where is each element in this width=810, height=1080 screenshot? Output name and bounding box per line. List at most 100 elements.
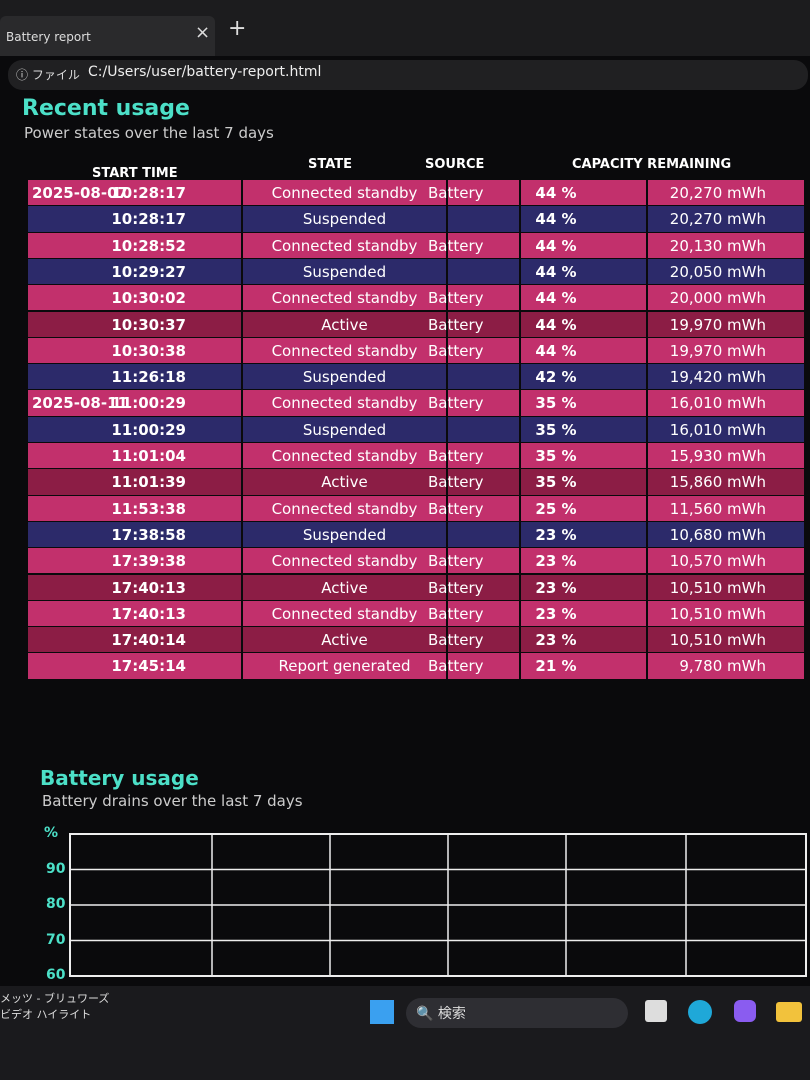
row-time: 10:30:38 — [111, 341, 186, 360]
row-cell-bg — [448, 627, 519, 653]
address-bar[interactable] — [8, 60, 808, 90]
y-tick-label: 60 — [46, 967, 66, 983]
row-capacity: 9,780 mWh — [679, 657, 766, 676]
tab[interactable] — [0, 16, 215, 56]
scheme-text: ファイル — [31, 68, 80, 82]
row-cell-bg — [28, 600, 241, 627]
app-icon[interactable] — [734, 1000, 756, 1022]
row-percent: 23 % — [535, 604, 577, 623]
row-cell-bg — [648, 364, 804, 390]
row-capacity: 10,570 mWh — [669, 552, 766, 571]
row-state: Connected standby — [271, 499, 418, 518]
row-cell-bg — [243, 311, 446, 337]
row-capacity: 10,510 mWh — [669, 631, 766, 650]
table-row: 11:01:04 Connected standby Battery 35 % 15,9… — [28, 443, 806, 469]
row-cell-bg — [521, 311, 646, 337]
row-cell-bg — [448, 258, 519, 285]
row-state: Connected standby — [271, 394, 418, 413]
search-label: 🔍 検索 — [416, 1006, 466, 1022]
row-cell-bg — [648, 416, 804, 442]
row-cell-bg — [243, 180, 446, 206]
row-cell-bg — [28, 180, 241, 206]
section-subtitle: Battery drains over the last 7 days — [42, 792, 303, 810]
plot-frame — [69, 833, 807, 977]
app-icon[interactable] — [776, 1002, 802, 1022]
row-time: 17:38:58 — [111, 525, 186, 544]
row-percent: 42 % — [535, 368, 577, 387]
address-path: C:/Users/user/battery-report.html — [88, 64, 322, 80]
start-button[interactable] — [370, 1000, 394, 1024]
row-state: Active — [321, 631, 368, 650]
y-tick-label: 70 — [46, 931, 66, 948]
row-percent: 44 % — [535, 236, 577, 255]
row-capacity: 11,560 mWh — [669, 499, 766, 518]
row-source: Battery — [428, 631, 484, 650]
row-capacity: 10,510 mWh — [669, 604, 766, 623]
news-widget[interactable]: メッツ - ブリュワーズ ビデオ ハイライト — [0, 990, 109, 1022]
table-row: 10:30:37 Active Battery 44 % 19,970 mWh — [28, 311, 806, 337]
new-tab[interactable]: + — [228, 16, 247, 41]
row-cell-bg — [28, 311, 241, 337]
row-time: 10:30:02 — [111, 289, 186, 308]
row-date: 2025-08-11 — [32, 394, 128, 413]
row-cell-bg — [448, 495, 519, 521]
row-cell-bg — [243, 364, 446, 390]
row-state: Suspended — [302, 368, 387, 387]
taskbar — [0, 986, 810, 1080]
row-cell-bg — [28, 469, 241, 495]
search-box[interactable] — [406, 998, 628, 1028]
row-capacity: 10,510 mWh — [669, 578, 766, 597]
row-percent: 44 % — [535, 315, 577, 334]
row-cell-bg — [648, 600, 804, 627]
row-percent: 35 % — [535, 447, 577, 465]
row-cell-bg — [448, 285, 519, 311]
row-time: 11:53:38 — [111, 499, 186, 518]
row-cell-bg — [648, 521, 804, 548]
row-cell-bg — [648, 180, 804, 206]
row-cell-bg — [243, 521, 446, 548]
close-tab[interactable]: × — [195, 22, 211, 43]
row-state: Connected standby — [271, 552, 418, 571]
row-cell-bg — [521, 416, 646, 442]
row-cell-bg — [28, 627, 241, 653]
row-cell-bg — [648, 311, 804, 337]
row-cell-bg — [448, 469, 519, 495]
row-time: 11:01:39 — [111, 473, 186, 492]
column-header: CAPACITY REMAINING — [572, 157, 732, 172]
row-time: 11:00:29 — [111, 420, 186, 439]
row-capacity: 20,130 mWh — [669, 236, 766, 255]
app-icon[interactable] — [645, 1000, 667, 1022]
row-cell-bg — [521, 521, 646, 548]
row-cell-bg — [448, 390, 519, 416]
row-cell-bg — [28, 337, 241, 364]
row-percent: 25 % — [535, 499, 577, 518]
row-cell-bg — [448, 206, 519, 232]
app-icon[interactable] — [688, 1000, 712, 1024]
row-cell-bg — [28, 548, 241, 574]
row-capacity: 15,930 mWh — [669, 447, 766, 465]
row-cell-bg — [521, 206, 646, 232]
row-cell-bg — [648, 653, 804, 679]
row-cell-bg — [448, 600, 519, 627]
row-cell-bg — [521, 600, 646, 627]
row-cell-bg — [243, 443, 446, 469]
row-cell-bg — [243, 627, 446, 653]
column-header: STATE — [308, 157, 353, 172]
row-cell-bg — [448, 180, 519, 206]
row-cell-bg — [521, 232, 646, 258]
row-cell-bg — [243, 574, 446, 600]
section-title: Battery usage — [40, 766, 199, 790]
table-row: 11:01:39 Active Battery 35 % 15,860 mWh — [28, 469, 806, 495]
y-tick-label: 80 — [46, 896, 66, 912]
row-source: Battery — [428, 604, 484, 623]
row-cell-bg — [28, 364, 241, 390]
row-source: Battery — [428, 657, 484, 676]
row-cell-bg — [521, 337, 646, 364]
row-cell-bg — [521, 180, 646, 206]
row-state: Connected standby — [271, 289, 418, 308]
row-cell-bg — [243, 495, 446, 521]
row-cell-bg — [243, 469, 446, 495]
row-capacity: 19,420 mWh — [669, 368, 766, 387]
row-source: Battery — [428, 315, 484, 334]
